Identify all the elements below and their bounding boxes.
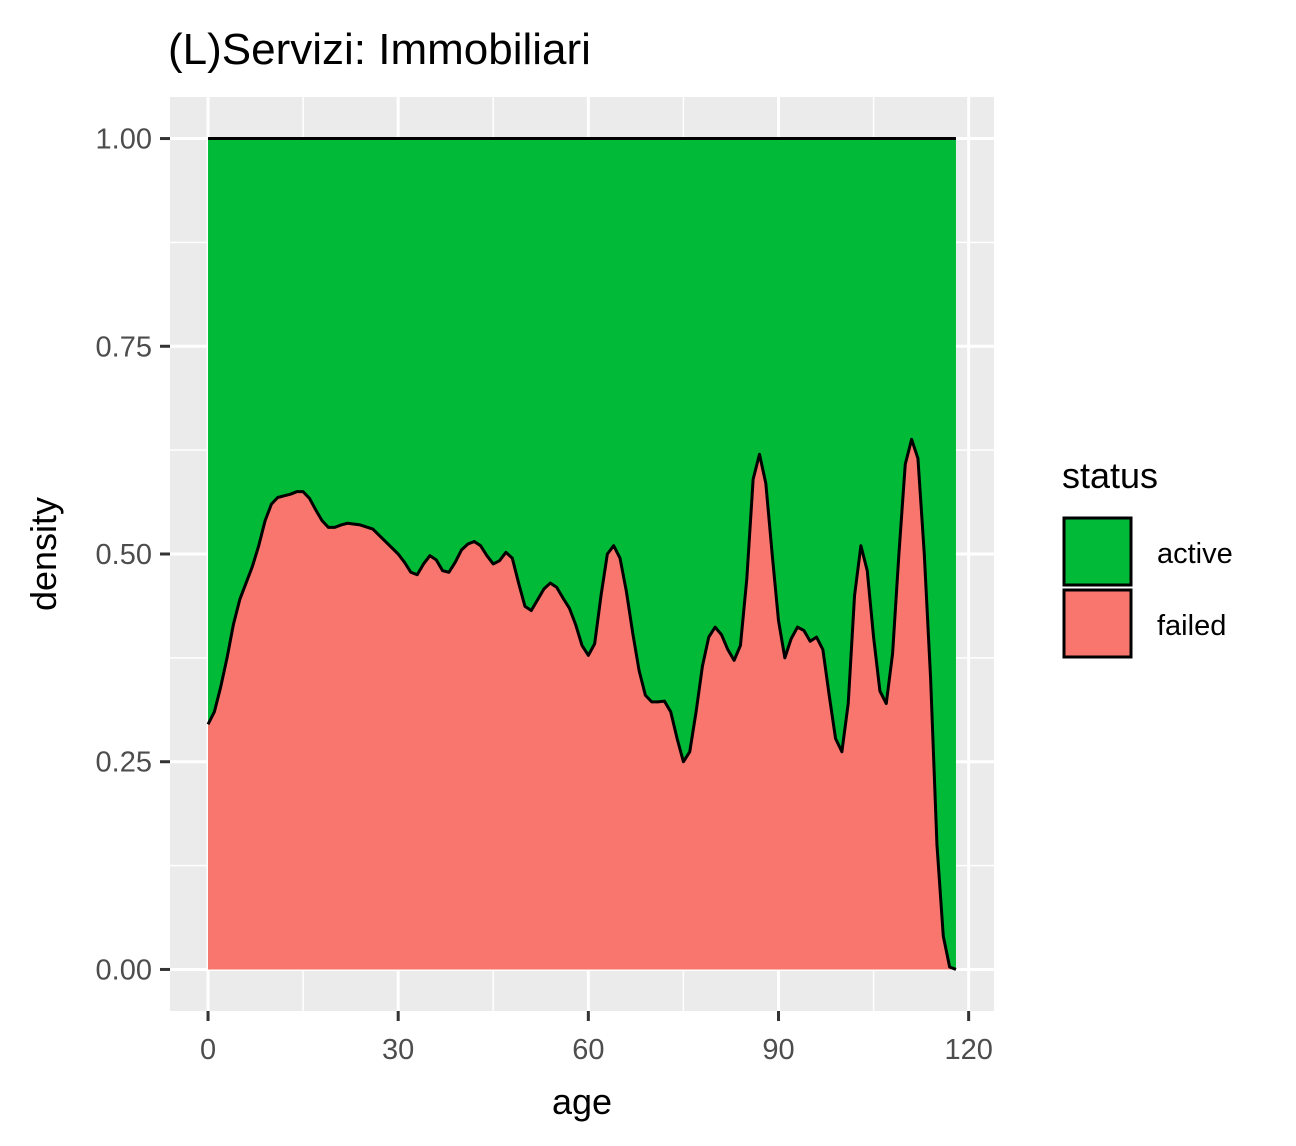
y-axis: 0.00 0.25 0.50 0.75 1.00 bbox=[96, 124, 170, 986]
x-tick-label: 120 bbox=[944, 1034, 992, 1066]
legend-key-active bbox=[1062, 516, 1133, 587]
y-tick-label: 1.00 bbox=[96, 124, 152, 156]
y-tick-label: 0.75 bbox=[96, 331, 152, 363]
legend-label-active: active bbox=[1157, 538, 1233, 570]
outline-boundary bbox=[206, 437, 957, 971]
x-tick-label: 60 bbox=[572, 1034, 604, 1066]
chart-title: (L)Servizi: Immobiliari bbox=[168, 25, 591, 74]
legend-label-failed: failed bbox=[1157, 610, 1226, 642]
x-tick-label: 90 bbox=[762, 1034, 794, 1066]
legend-key-failed bbox=[1062, 588, 1133, 659]
y-tick-label: 0.00 bbox=[96, 954, 152, 986]
x-axis: 0 30 60 90 120 bbox=[200, 1011, 993, 1066]
y-axis-title: density bbox=[23, 497, 64, 611]
legend-title: status bbox=[1062, 455, 1158, 496]
y-tick-label: 0.25 bbox=[96, 747, 152, 779]
x-tick-label: 30 bbox=[382, 1034, 414, 1066]
y-tick-label: 0.50 bbox=[96, 539, 152, 571]
x-tick-label: 0 bbox=[200, 1034, 216, 1066]
x-axis-title: age bbox=[552, 1081, 612, 1122]
legend: status active failed bbox=[1062, 455, 1233, 659]
area-failed bbox=[208, 439, 956, 970]
